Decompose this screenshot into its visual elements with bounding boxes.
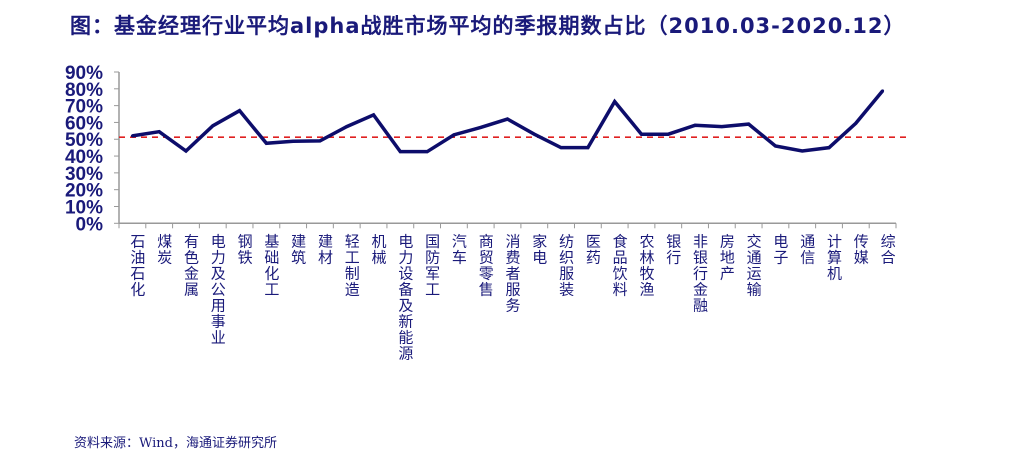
data-point [747,122,751,126]
x-tick-label: 传媒 [852,233,870,265]
x-tick-label: 计算机 [825,233,843,281]
data-line [132,89,884,154]
data-point [345,125,349,129]
x-tick-label: 房地产 [718,233,736,281]
source-note: 资料来源：Wind，海通证券研究所 [74,436,277,451]
data-point [639,132,643,136]
y-tick-label: 40% [65,147,103,168]
x-tick-label: 国防军工 [423,233,441,297]
data-point [264,141,268,145]
x-tick-label: 煤炭 [155,233,173,265]
data-point [211,124,215,128]
data-point [720,125,724,129]
x-tick-label: 非银行金融 [691,233,709,313]
data-point [238,109,242,113]
y-tick-label: 20% [65,181,103,202]
y-tick-label: 10% [65,197,103,218]
data-point [184,149,188,153]
data-point [773,144,777,148]
data-point [291,139,295,143]
chart-title: 图：基金经理行业平均alpha战胜市场平均的季报期数占比（2010.03-202… [70,14,906,38]
y-tick-label: 0% [76,214,104,235]
data-point [130,134,134,138]
x-tick-label: 商贸零售 [477,233,495,297]
x-tick-label: 建材 [316,233,334,265]
x-tick-label: 基础化工 [262,233,280,297]
x-tick-label: 通信 [798,233,816,265]
y-tick-label: 80% [65,80,103,101]
y-tick-label: 70% [65,97,103,118]
data-point [452,133,456,137]
data-point [532,132,536,136]
x-tick-label: 石油石化 [128,233,146,297]
x-tick-label: 机械 [370,233,388,265]
data-point [666,132,670,136]
x-tick-label: 银行 [664,233,682,265]
y-tick-label: 30% [65,164,103,185]
x-tick-label: 消费者服务 [504,233,522,313]
y-tick-label: 90% [65,63,103,84]
x-tick-label: 纺织服装 [557,233,575,297]
x-tick-label: 交通运输 [745,233,763,298]
data-point [318,139,322,143]
data-point [398,150,402,154]
y-tick-label: 50% [65,130,103,151]
line-chart: 0%10%20%30%40%50%60%70%80%90%石油石化 煤炭 有色金属电… [65,63,910,361]
x-tick-label: 有色金属 [182,233,200,297]
data-point [881,89,885,93]
x-tick-label: 食品饮料 [611,233,629,297]
x-tick-label: 电力及公用事业 [209,233,227,345]
data-point [559,146,563,150]
data-point [479,125,483,129]
data-point [854,121,858,125]
data-point [693,123,697,127]
x-tick-label: 医药 [584,233,602,265]
x-tick-label: 建筑 [289,233,307,265]
data-point [372,113,376,117]
data-point [827,146,831,150]
x-tick-label: 农林牧渔 [637,233,655,297]
data-point [586,146,590,150]
x-tick-label: 综合 [879,233,897,265]
data-point [425,150,429,154]
data-point [506,117,509,121]
x-tick-label: 钢铁 [236,233,254,265]
data-point [157,130,161,134]
x-tick-label: 轻工制造 [343,233,361,297]
data-point [613,100,617,104]
x-tick-label: 汽车 [450,233,468,265]
data-point [800,149,804,153]
x-tick-label: 电子 [771,233,789,265]
x-tick-label: 电力设备及新能源 [396,233,414,361]
x-tick-label: 家电 [530,233,548,265]
y-tick-label: 60% [65,113,103,134]
